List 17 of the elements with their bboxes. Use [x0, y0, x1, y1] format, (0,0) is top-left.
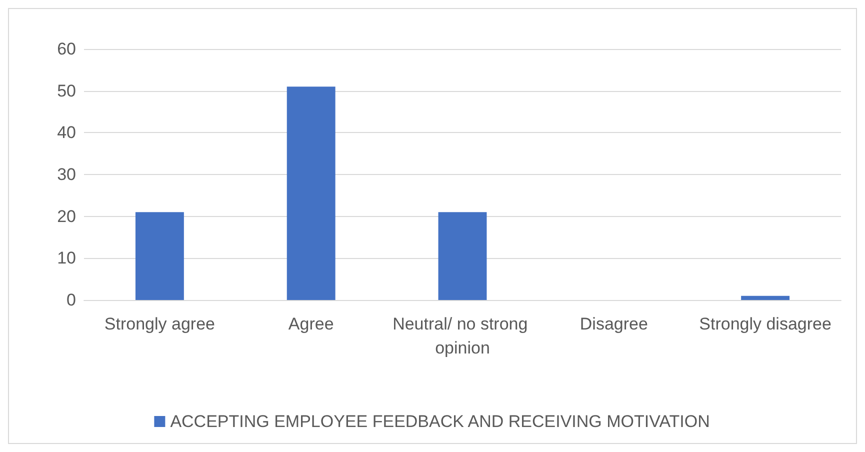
legend-label: ACCEPTING EMPLOYEE FEEDBACK AND RECEIVING MOTIVATION [170, 412, 710, 431]
y-tick-label: 50 [57, 81, 76, 100]
y-tick-label: 30 [57, 165, 76, 184]
x-tick-label: Strongly agree [104, 314, 215, 334]
bar [135, 212, 184, 300]
bar [438, 212, 487, 300]
y-tick-label: 0 [66, 290, 76, 310]
bar [286, 86, 336, 300]
x-tick-label: Neutral/ no strong opinion [392, 314, 532, 358]
x-tick-label: Disagree [580, 314, 648, 334]
y-tick-label: 10 [57, 248, 76, 268]
x-tick-label: Strongly disagree [699, 314, 832, 334]
y-tick-label: 20 [57, 206, 76, 226]
bar [741, 296, 790, 300]
y-tick-label: 60 [57, 40, 76, 58]
x-tick-label: Agree [288, 314, 334, 334]
y-tick-label: 40 [57, 123, 76, 142]
